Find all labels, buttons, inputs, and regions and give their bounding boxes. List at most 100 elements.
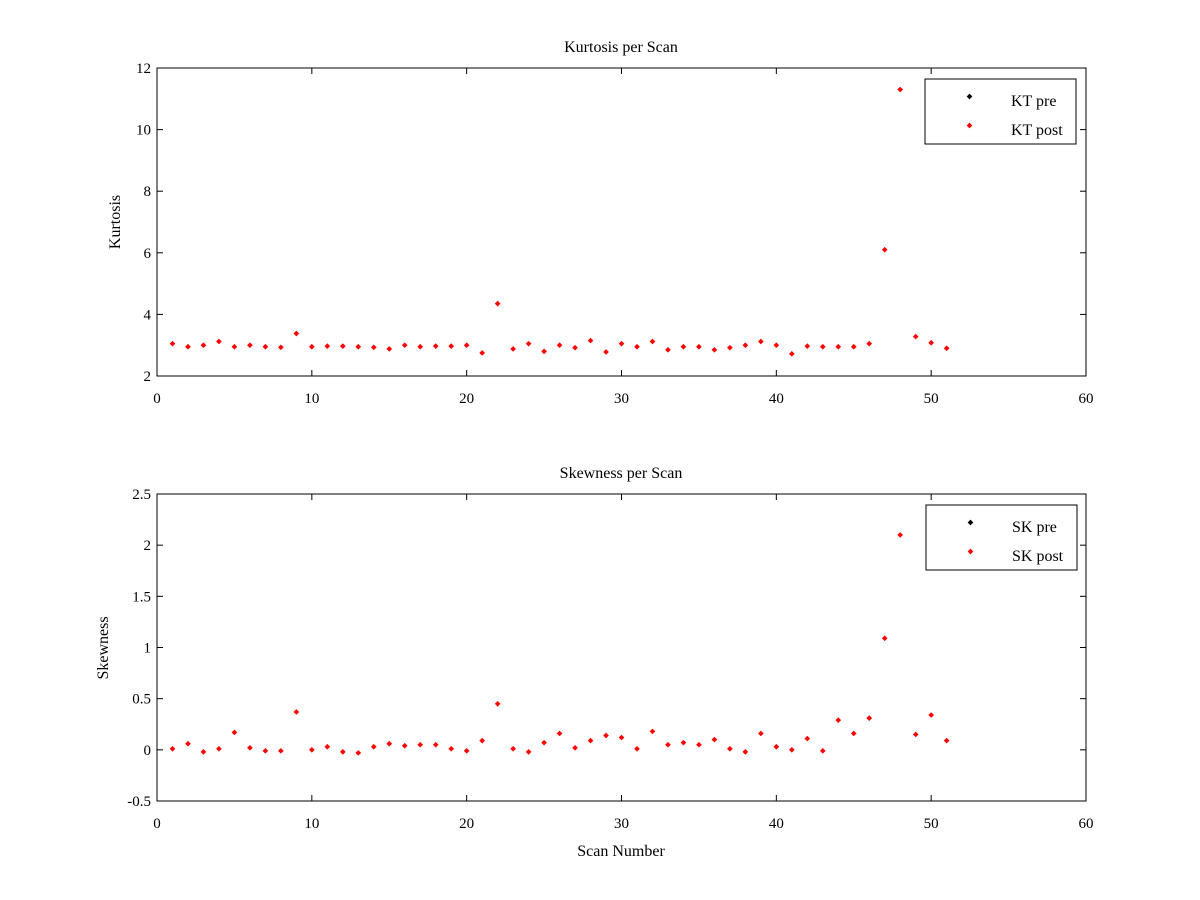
skewness-point-post — [711, 736, 718, 743]
kurtosis-point-post — [355, 343, 362, 350]
kurtosis-point-post — [510, 346, 516, 352]
skewness-y-tick-label: 0.5 — [132, 692, 151, 708]
kurtosis-point-post — [417, 343, 424, 350]
kurtosis-point-post — [850, 343, 857, 350]
skewness-legend-marker-pre — [967, 519, 974, 526]
skewness-x-tick-label: 40 — [769, 816, 784, 832]
kurtosis-point-post — [881, 246, 888, 253]
kurtosis-point-post — [912, 333, 919, 340]
skewness-point-post — [603, 732, 609, 739]
skewness-point-post — [309, 747, 315, 753]
skewness-point-post — [169, 745, 176, 752]
kurtosis-legend-label-post: KT post — [1011, 122, 1063, 139]
skewness-point-post — [262, 748, 269, 754]
kurtosis-point-post — [262, 343, 269, 350]
skewness-y-tick-label: 0 — [144, 743, 152, 759]
skewness-point-post — [556, 730, 563, 737]
skewness-point-post — [819, 748, 826, 754]
skewness-point-post — [618, 734, 625, 741]
skewness-y-tick-label: 1 — [144, 641, 152, 657]
skewness-point-post — [850, 730, 857, 737]
kurtosis-point-post — [742, 342, 749, 349]
kurtosis-point-post — [649, 338, 656, 345]
skewness-subplot: Skewness per Scan Skewness Scan Number 0… — [95, 465, 1094, 860]
skewness-point-post — [525, 749, 532, 755]
skewness-point-post — [928, 712, 934, 718]
skewness-point-post — [510, 745, 516, 752]
kurtosis-point-post — [278, 344, 284, 351]
skewness-point-post — [448, 745, 455, 752]
skewness-point-post — [912, 731, 919, 738]
kurtosis-point-post — [479, 350, 485, 356]
kurtosis-legend-marker-pre — [966, 93, 973, 100]
kurtosis-point-post — [339, 343, 346, 349]
kurtosis-ticks: 0 10 20 30 40 50 60 2 4 6 8 10 12 — [136, 61, 1094, 407]
kurtosis-point-post — [804, 343, 811, 349]
skewness-point-post — [355, 750, 362, 756]
skewness-point-post — [804, 735, 811, 742]
kurtosis-point-post — [541, 348, 547, 355]
skewness-x-tick-label: 30 — [614, 816, 629, 832]
skewness-point-post — [278, 748, 284, 754]
kurtosis-point-post — [216, 338, 222, 345]
kurtosis-x-tick-label: 60 — [1079, 391, 1094, 407]
skewness-legend-box — [925, 504, 1078, 571]
kurtosis-point-post — [618, 340, 625, 347]
kurtosis-point-post — [711, 346, 718, 353]
kurtosis-legend-marker-post — [966, 122, 973, 129]
kurtosis-point-post — [897, 86, 904, 93]
skewness-y-tick-label: -0.5 — [127, 794, 151, 810]
kurtosis-y-tick-label: 12 — [136, 61, 151, 77]
skewness-point-post — [649, 728, 656, 735]
skewness-point-post — [541, 739, 547, 746]
skewness-point-post — [742, 749, 749, 755]
skewness-ylabel: Skewness — [95, 616, 112, 679]
kurtosis-point-post — [943, 345, 950, 352]
skewness-point-post — [696, 741, 702, 748]
kurtosis-point-post — [247, 342, 253, 349]
kurtosis-y-tick-label: 8 — [144, 184, 152, 200]
kurtosis-point-post — [587, 337, 594, 344]
skewness-point-post — [587, 737, 594, 744]
skewness-point-post — [881, 635, 888, 642]
skewness-ticks: 0 10 20 30 40 50 60-0.500.511.522.5 — [127, 487, 1093, 832]
kurtosis-point-post — [169, 340, 176, 347]
skewness-point-post — [727, 745, 733, 752]
kurtosis-y-tick-label: 10 — [136, 123, 151, 139]
kurtosis-title: Kurtosis per Scan — [564, 39, 678, 56]
kurtosis-x-tick-label: 0 — [153, 391, 161, 407]
skewness-point-post — [216, 745, 222, 752]
skewness-point-post — [479, 737, 485, 744]
kurtosis-x-tick-label: 20 — [459, 391, 474, 407]
skewness-point-post — [247, 744, 253, 751]
skewness-legend-label-post: SK post — [1012, 548, 1064, 565]
kurtosis-x-tick-label: 50 — [924, 391, 939, 407]
kurtosis-subplot: Kurtosis per Scan Kurtosis 0 10 20 30 40 50 60… — [107, 39, 1094, 407]
kurtosis-points — [169, 86, 950, 357]
kurtosis-point-post — [928, 339, 934, 346]
kurtosis-ylabel: Kurtosis — [107, 195, 124, 249]
skewness-point-post — [339, 749, 346, 755]
skewness-y-tick-label: 1.5 — [132, 589, 151, 605]
skewness-legend-label-pre: SK pre — [1012, 519, 1057, 536]
kurtosis-point-post — [819, 343, 826, 350]
kurtosis-point-post — [231, 343, 238, 350]
skewness-y-tick-label: 2.5 — [132, 487, 151, 503]
kurtosis-point-post — [494, 300, 501, 307]
skewness-point-post — [370, 743, 377, 750]
kurtosis-point-post — [556, 342, 563, 349]
kurtosis-point-post — [448, 343, 455, 349]
skewness-point-post — [634, 745, 640, 752]
kurtosis-point-post — [634, 343, 640, 350]
skewness-point-post — [200, 749, 207, 755]
skewness-point-post — [324, 743, 331, 750]
skewness-point-post — [494, 700, 501, 707]
kurtosis-point-post — [309, 343, 315, 350]
kurtosis-point-post — [665, 346, 671, 353]
skewness-point-post — [665, 741, 671, 748]
skewness-points — [169, 532, 950, 756]
kurtosis-y-tick-label: 2 — [144, 369, 152, 385]
skewness-point-post — [680, 739, 687, 746]
kurtosis-point-post — [866, 340, 873, 347]
